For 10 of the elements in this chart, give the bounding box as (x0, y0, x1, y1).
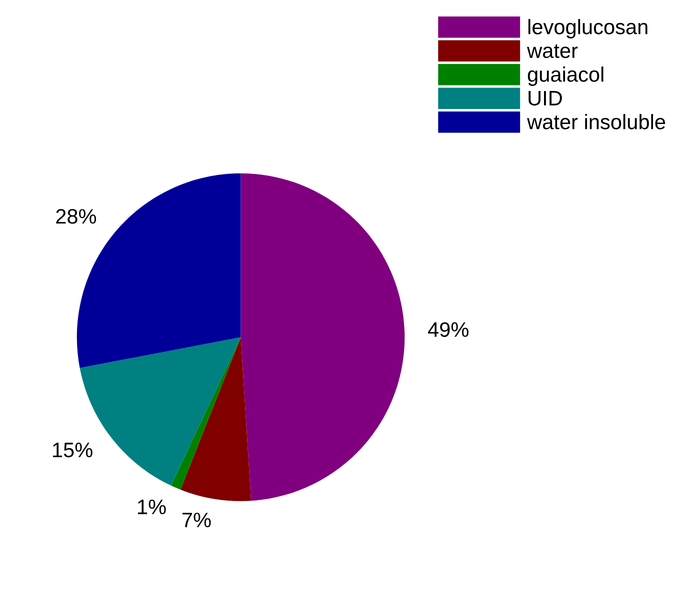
legend-label: water (527, 44, 578, 58)
data-label: 15% (53, 442, 92, 458)
data-label: 49% (428, 322, 468, 337)
data-label: 1% (138, 500, 166, 514)
legend-label: water insoluble (527, 114, 666, 130)
legend-label: UID (528, 91, 562, 106)
data-label: 7% (182, 512, 211, 528)
legend-label: levoglucosan (528, 19, 648, 38)
data-label: 28% (56, 208, 96, 224)
legend-label: guaiacol (528, 66, 604, 86)
